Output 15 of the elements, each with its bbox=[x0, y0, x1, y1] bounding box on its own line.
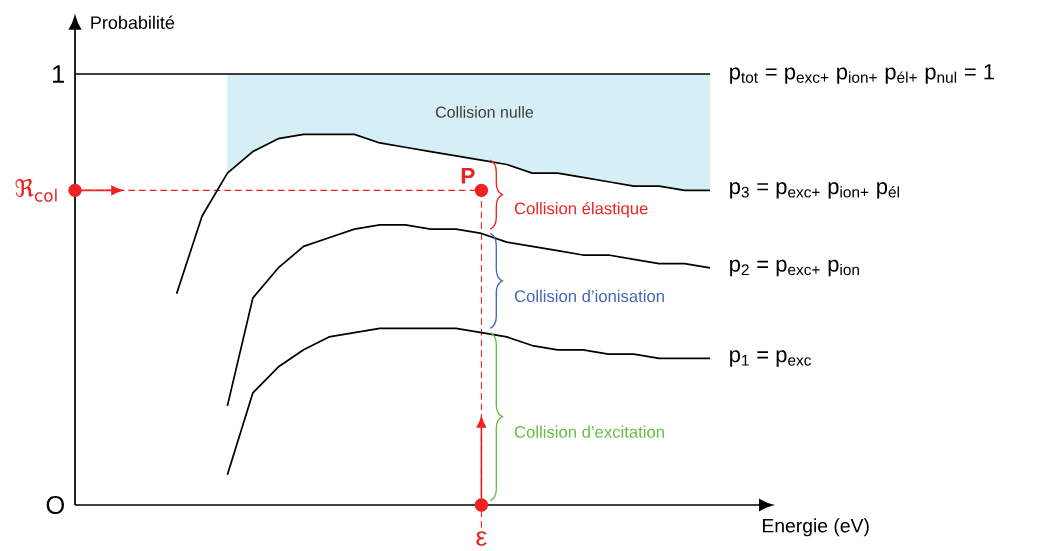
series-label: p$_{3}$ = p$_{exc+}$ p$_{ion+}$ p$_{él}$ bbox=[730, 182, 899, 199]
text: O bbox=[46, 496, 64, 514]
annotation: Collision nulle bbox=[435, 106, 534, 118]
text: 1 bbox=[53, 65, 64, 83]
text: ε bbox=[476, 531, 487, 546]
annotation: Collision d’ionisation bbox=[514, 289, 664, 303]
series-label: p$_{2}$ = p$_{exc+}$ p$_{ion}$ bbox=[730, 259, 859, 277]
annotation: Collision d’excitation bbox=[514, 425, 664, 438]
text: p$_{tot}$ = p$_{exc+}$ p$_{ion+}$ p$_{él+}$ p$_{nul}$ = 1 bbox=[730, 64, 994, 84]
ref-line-label: ℜ$_{col}$ bbox=[15, 178, 57, 202]
series-label: p$_{1}$ = p$_{exc}$ bbox=[730, 350, 812, 367]
y-axis-title: Probabilité bbox=[91, 15, 175, 29]
annotation: P bbox=[461, 167, 475, 184]
annotation: Collision élastique bbox=[514, 201, 648, 218]
x-axis-title: Energie (eV) bbox=[762, 518, 869, 537]
